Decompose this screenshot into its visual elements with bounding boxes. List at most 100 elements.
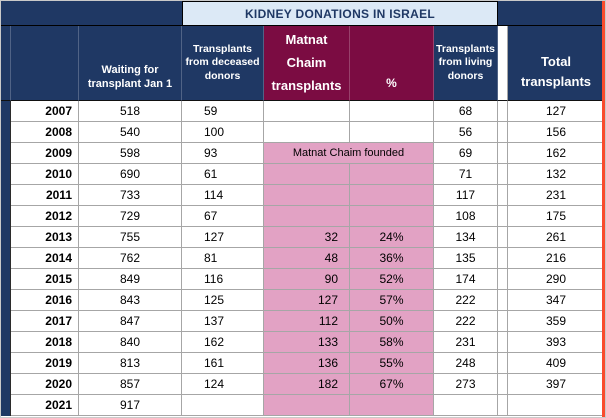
matnat-cell[interactable]: 32 (264, 227, 350, 248)
percent-cell[interactable] (350, 395, 434, 416)
percent-cell[interactable]: 67% (350, 374, 434, 395)
deceased-cell[interactable]: 59 (182, 101, 264, 122)
deceased-cell[interactable]: 67 (182, 206, 264, 227)
waiting-cell[interactable]: 598 (79, 143, 182, 164)
total-cell[interactable]: 216 (508, 248, 605, 269)
living-cell[interactable]: 68 (434, 101, 498, 122)
total-cell[interactable]: 261 (508, 227, 605, 248)
percent-cell[interactable]: 24% (350, 227, 434, 248)
living-cell[interactable]: 69 (434, 143, 498, 164)
living-cell[interactable]: 174 (434, 269, 498, 290)
year-cell[interactable]: 2014 (11, 248, 79, 269)
percent-cell[interactable] (350, 185, 434, 206)
matnat-cell[interactable]: 127 (264, 290, 350, 311)
waiting-cell[interactable]: 729 (79, 206, 182, 227)
total-column-header[interactable]: Total transplants (508, 26, 605, 102)
deceased-cell[interactable]: 124 (182, 374, 264, 395)
waiting-cell[interactable]: 733 (79, 185, 182, 206)
waiting-cell[interactable]: 849 (79, 269, 182, 290)
percent-cell[interactable]: 58% (350, 332, 434, 353)
year-cell[interactable]: 2009 (11, 143, 79, 164)
deceased-cell[interactable]: 81 (182, 248, 264, 269)
deceased-cell[interactable]: 125 (182, 290, 264, 311)
percent-cell[interactable] (350, 206, 434, 227)
deceased-cell[interactable]: 61 (182, 164, 264, 185)
deceased-cell[interactable] (182, 395, 264, 416)
waiting-cell[interactable]: 762 (79, 248, 182, 269)
matnat-cell[interactable]: 48 (264, 248, 350, 269)
total-cell[interactable]: 132 (508, 164, 605, 185)
total-cell[interactable]: 347 (508, 290, 605, 311)
living-cell[interactable]: 248 (434, 353, 498, 374)
deceased-cell[interactable]: 127 (182, 227, 264, 248)
deceased-cell[interactable]: 100 (182, 122, 264, 143)
year-cell[interactable]: 2011 (11, 185, 79, 206)
total-cell[interactable]: 156 (508, 122, 605, 143)
percent-cell[interactable]: 57% (350, 290, 434, 311)
year-cell[interactable]: 2019 (11, 353, 79, 374)
matnat-cell[interactable]: 133 (264, 332, 350, 353)
deceased-donors-column-header[interactable]: Transplants from deceased donors (182, 26, 264, 102)
waiting-cell[interactable]: 840 (79, 332, 182, 353)
living-cell[interactable]: 222 (434, 290, 498, 311)
total-cell[interactable]: 231 (508, 185, 605, 206)
total-cell[interactable] (508, 395, 605, 416)
matnat-chaim-column-header[interactable]: Matnat Chaim transplants (264, 26, 350, 102)
year-cell[interactable]: 2017 (11, 311, 79, 332)
living-cell[interactable]: 117 (434, 185, 498, 206)
waiting-cell[interactable]: 917 (79, 395, 182, 416)
deceased-cell[interactable]: 162 (182, 332, 264, 353)
year-column-header[interactable] (11, 26, 79, 102)
year-cell[interactable]: 2020 (11, 374, 79, 395)
waiting-cell[interactable]: 847 (79, 311, 182, 332)
year-cell[interactable]: 2013 (11, 227, 79, 248)
percent-cell[interactable]: 52% (350, 269, 434, 290)
living-cell[interactable]: 231 (434, 332, 498, 353)
percent-cell[interactable]: 55% (350, 353, 434, 374)
percent-cell[interactable]: 50% (350, 311, 434, 332)
total-cell[interactable]: 359 (508, 311, 605, 332)
waiting-cell[interactable]: 813 (79, 353, 182, 374)
matnat-cell[interactable] (264, 206, 350, 227)
matnat-cell[interactable]: 90 (264, 269, 350, 290)
total-cell[interactable]: 162 (508, 143, 605, 164)
living-cell[interactable]: 56 (434, 122, 498, 143)
living-donors-column-header[interactable]: Transplants from living donors (434, 26, 498, 102)
living-cell[interactable]: 273 (434, 374, 498, 395)
total-cell[interactable]: 290 (508, 269, 605, 290)
percent-cell[interactable] (350, 101, 434, 122)
matnat-cell[interactable] (264, 122, 350, 143)
total-cell[interactable]: 127 (508, 101, 605, 122)
matnat-cell[interactable] (264, 164, 350, 185)
percent-cell[interactable] (350, 164, 434, 185)
total-cell[interactable]: 397 (508, 374, 605, 395)
matnat-cell[interactable]: 182 (264, 374, 350, 395)
matnat-cell[interactable] (264, 395, 350, 416)
year-cell[interactable]: 2016 (11, 290, 79, 311)
year-cell[interactable]: 2008 (11, 122, 79, 143)
waiting-cell[interactable]: 843 (79, 290, 182, 311)
matnat-chaim-founded-note[interactable]: Matnat Chaim founded (264, 143, 434, 164)
deceased-cell[interactable]: 137 (182, 311, 264, 332)
living-cell[interactable]: 134 (434, 227, 498, 248)
living-cell[interactable]: 71 (434, 164, 498, 185)
matnat-cell[interactable] (264, 101, 350, 122)
waiting-cell[interactable]: 690 (79, 164, 182, 185)
percent-cell[interactable]: 36% (350, 248, 434, 269)
waiting-cell[interactable]: 755 (79, 227, 182, 248)
percent-column-header[interactable]: % (350, 26, 434, 102)
deceased-cell[interactable]: 114 (182, 185, 264, 206)
waiting-cell[interactable]: 518 (79, 101, 182, 122)
deceased-cell[interactable]: 161 (182, 353, 264, 374)
living-cell[interactable]: 222 (434, 311, 498, 332)
percent-cell[interactable] (350, 122, 434, 143)
year-cell[interactable]: 2021 (11, 395, 79, 416)
year-cell[interactable]: 2012 (11, 206, 79, 227)
waiting-cell[interactable]: 857 (79, 374, 182, 395)
deceased-cell[interactable]: 93 (182, 143, 264, 164)
waiting-cell[interactable]: 540 (79, 122, 182, 143)
living-cell[interactable]: 108 (434, 206, 498, 227)
total-cell[interactable]: 175 (508, 206, 605, 227)
year-cell[interactable]: 2015 (11, 269, 79, 290)
year-cell[interactable]: 2018 (11, 332, 79, 353)
